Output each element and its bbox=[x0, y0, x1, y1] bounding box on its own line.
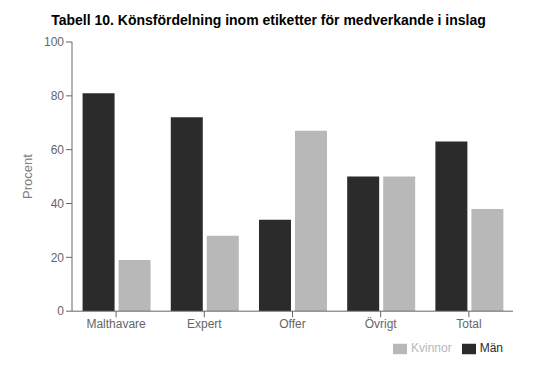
html-text:Män: Män bbox=[479, 341, 503, 356]
svg-text:Övrigt: Övrigt bbox=[365, 317, 398, 331]
svg-text:60: 60 bbox=[51, 143, 65, 157]
svg-text:Offer: Offer bbox=[279, 317, 305, 331]
svg-text:Expert: Expert bbox=[187, 317, 222, 331]
svg-text:80: 80 bbox=[51, 89, 65, 103]
svg-text:Total: Total bbox=[456, 317, 481, 331]
svg-text:40: 40 bbox=[51, 197, 65, 211]
svg-text:20: 20 bbox=[51, 251, 65, 265]
svg-text:100: 100 bbox=[44, 35, 64, 49]
html-text:Kvinnor: Kvinnor bbox=[411, 341, 452, 356]
svg-text:Malthavare: Malthavare bbox=[86, 317, 146, 331]
svg-text:0: 0 bbox=[57, 304, 64, 318]
html-text:Tabell 10. Könsfördelning inom: Tabell 10. Könsfördelning inom etiketter… bbox=[51, 12, 486, 28]
svg-text:Procent: Procent bbox=[20, 154, 35, 199]
